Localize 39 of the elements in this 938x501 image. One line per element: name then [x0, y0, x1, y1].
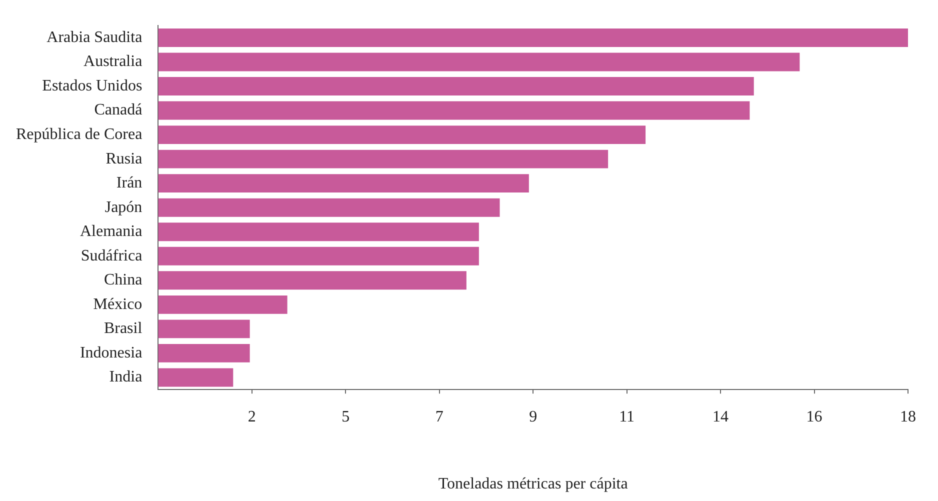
y-tick-label: Irán — [116, 174, 142, 192]
y-tick-label: Japón — [104, 198, 142, 216]
x-tick-label: 7 — [435, 408, 444, 426]
y-tick-label: Estados Unidos — [42, 77, 142, 94]
y-tick-label: Brasil — [104, 320, 143, 338]
y-tick-label: Rusia — [106, 150, 142, 168]
bar — [158, 126, 646, 144]
bar — [158, 344, 250, 362]
y-tick-label: Canadá — [94, 102, 142, 119]
y-tick-label: Indonesia — [80, 344, 142, 362]
y-tick-label: México — [93, 296, 142, 313]
y-tick-label: República de Corea — [16, 126, 142, 144]
x-tick-label: 5 — [342, 408, 350, 426]
x-tick-label: 11 — [619, 408, 635, 426]
bar — [158, 77, 754, 96]
y-tick-label: China — [104, 272, 142, 289]
bar — [158, 222, 479, 242]
bar — [158, 246, 479, 266]
x-axis-title: Toneladas métricas per cápita — [438, 476, 628, 493]
y-tick-label: Sudáfrica — [80, 247, 142, 264]
y-tick-label: India — [109, 368, 142, 386]
x-tick-label: 9 — [529, 408, 538, 426]
bar — [158, 150, 608, 168]
bar — [158, 320, 250, 338]
x-tick-label: 14 — [712, 408, 729, 426]
y-tick-label: Alemania — [80, 223, 142, 240]
bar — [158, 198, 500, 217]
bar — [158, 28, 908, 47]
x-tick-label: 2 — [248, 408, 256, 426]
bar — [158, 368, 234, 387]
bar — [158, 295, 288, 314]
x-tick-label: 18 — [900, 408, 916, 426]
bar — [158, 52, 800, 72]
y-tick-label: Australia — [84, 53, 142, 70]
y-tick-label: Arabia Saudita — [46, 28, 142, 46]
bar — [158, 271, 466, 290]
bar — [158, 101, 750, 120]
x-tick-label: 16 — [806, 408, 822, 426]
bar — [158, 174, 529, 193]
